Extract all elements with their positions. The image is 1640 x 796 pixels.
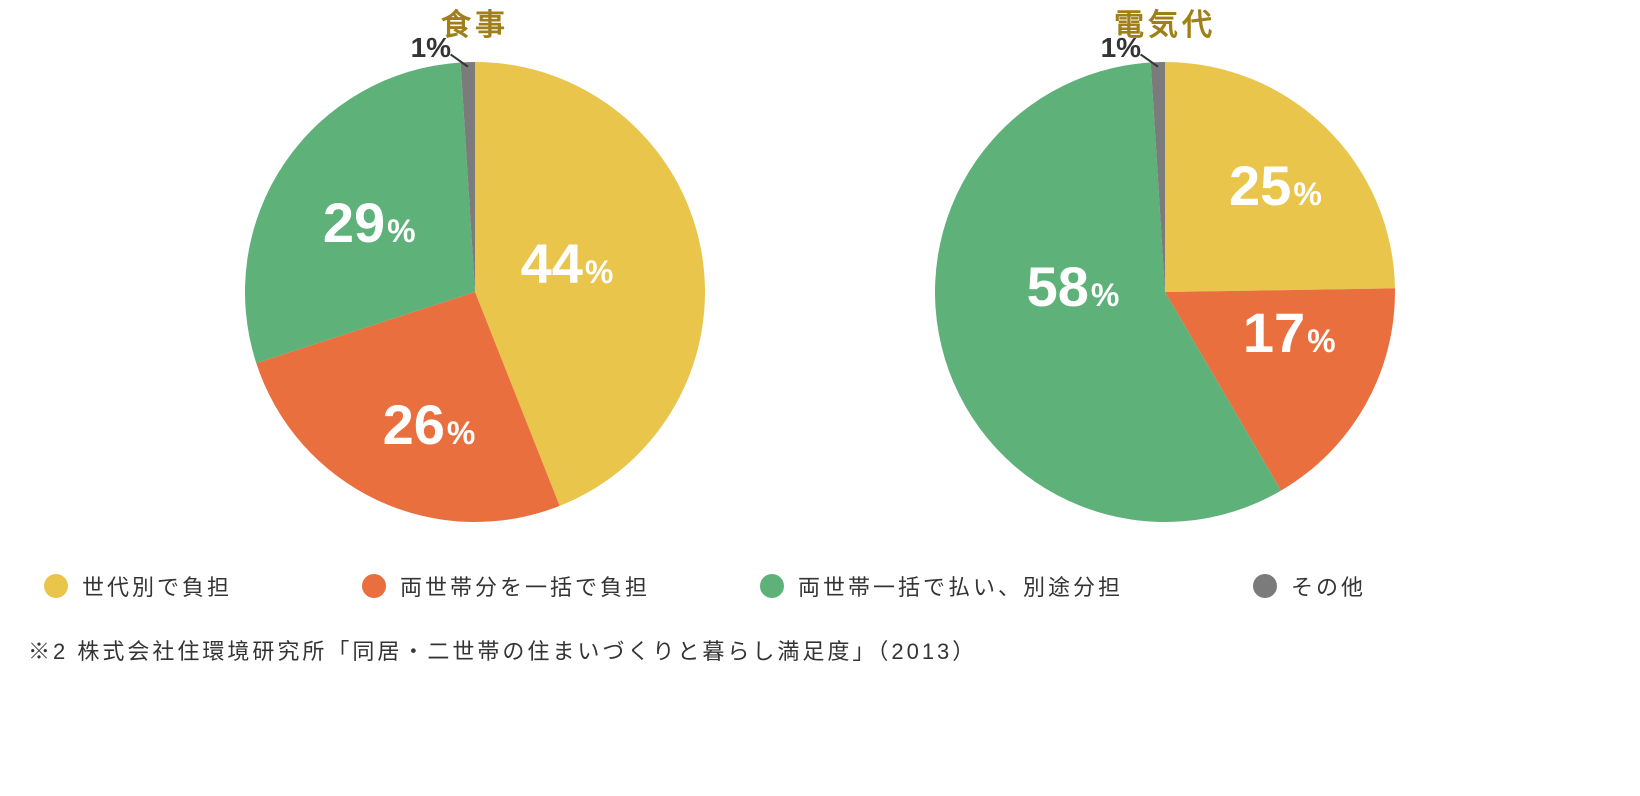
chart-block-0: 食事44%26%29%1% [195, 0, 755, 522]
callout-label: 1% [1101, 34, 1141, 62]
callout-label: 1% [411, 34, 451, 62]
chart-block-1: 電気代25%17%58%1% [885, 0, 1445, 522]
legend-label: 両世帯分を一括で負担 [400, 570, 650, 602]
slice-label: 17% [1243, 305, 1336, 361]
legend-label: その他 [1291, 570, 1366, 602]
slice-label: 25% [1229, 158, 1322, 214]
slice-label: 29% [323, 195, 416, 251]
legend-item: 世代別で負担 [44, 570, 232, 602]
percent-sign: % [387, 213, 415, 249]
slice-label: 26% [383, 397, 476, 453]
slice-value: 26 [383, 393, 445, 456]
slice-label: 58% [1027, 259, 1120, 315]
slice-label: 44% [521, 236, 614, 292]
slice-value: 25 [1229, 154, 1291, 217]
chart-title: 食事 [195, 0, 755, 44]
pie-chart: 44%26%29%1% [245, 62, 705, 522]
legend-item: 両世帯分を一括で負担 [362, 570, 650, 602]
legend-swatch [1253, 574, 1277, 598]
slice-value: 29 [323, 191, 385, 254]
legend-swatch [362, 574, 386, 598]
legend-label: 世代別で負担 [82, 570, 232, 602]
percent-sign: % [585, 254, 613, 290]
chart-title: 電気代 [885, 0, 1445, 44]
slice-value: 17 [1243, 301, 1305, 364]
legend-item: その他 [1253, 570, 1366, 602]
pie-chart: 25%17%58%1% [935, 62, 1395, 522]
slice-value: 58 [1027, 255, 1089, 318]
charts-row: 食事44%26%29%1%電気代25%17%58%1% [0, 0, 1640, 522]
slice-value: 44 [521, 232, 583, 295]
legend-swatch [760, 574, 784, 598]
legend-swatch [44, 574, 68, 598]
source-note: ※2 株式会社住環境研究所「同居・二世帯の住まいづくりと暮らし満足度」（2013… [28, 634, 1640, 666]
percent-sign: % [1293, 176, 1321, 212]
percent-sign: % [1307, 323, 1335, 359]
legend: 世代別で負担 両世帯分を一括で負担 両世帯一括で払い、別途分担 その他 [44, 570, 1640, 602]
legend-item: 両世帯一括で払い、別途分担 [760, 570, 1123, 602]
percent-sign: % [1091, 277, 1119, 313]
legend-label: 両世帯一括で払い、別途分担 [798, 570, 1123, 602]
percent-sign: % [447, 415, 475, 451]
